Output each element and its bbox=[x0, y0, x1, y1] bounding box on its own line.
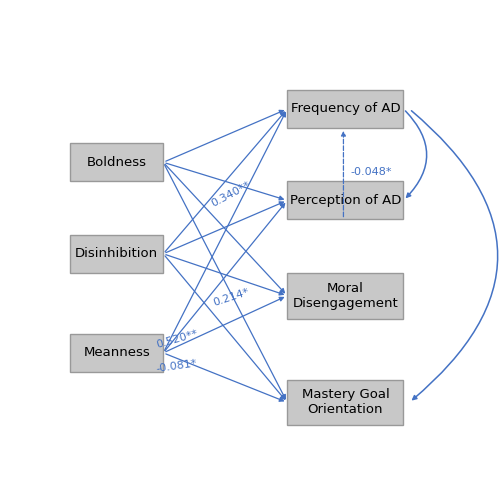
FancyArrowPatch shape bbox=[406, 111, 426, 197]
FancyBboxPatch shape bbox=[70, 235, 163, 273]
Text: Boldness: Boldness bbox=[87, 156, 147, 169]
Text: Mastery Goal
Orientation: Mastery Goal Orientation bbox=[302, 389, 389, 416]
FancyBboxPatch shape bbox=[70, 143, 163, 181]
Text: Frequency of AD: Frequency of AD bbox=[290, 102, 400, 115]
Text: 0.214*: 0.214* bbox=[212, 287, 250, 308]
Text: Perception of AD: Perception of AD bbox=[290, 194, 401, 207]
Text: -0.048*: -0.048* bbox=[350, 167, 392, 177]
Text: Moral
Disengagement: Moral Disengagement bbox=[292, 282, 398, 310]
Text: 0.340**: 0.340** bbox=[210, 180, 252, 209]
Text: -0.081*: -0.081* bbox=[156, 358, 198, 374]
FancyArrowPatch shape bbox=[412, 111, 498, 399]
FancyBboxPatch shape bbox=[287, 273, 404, 319]
FancyBboxPatch shape bbox=[287, 181, 404, 219]
FancyBboxPatch shape bbox=[287, 90, 404, 128]
Text: 0.520**: 0.520** bbox=[155, 329, 199, 350]
Text: Meanness: Meanness bbox=[84, 346, 150, 359]
FancyBboxPatch shape bbox=[287, 380, 404, 425]
Text: Disinhibition: Disinhibition bbox=[75, 248, 158, 260]
FancyBboxPatch shape bbox=[70, 334, 163, 372]
